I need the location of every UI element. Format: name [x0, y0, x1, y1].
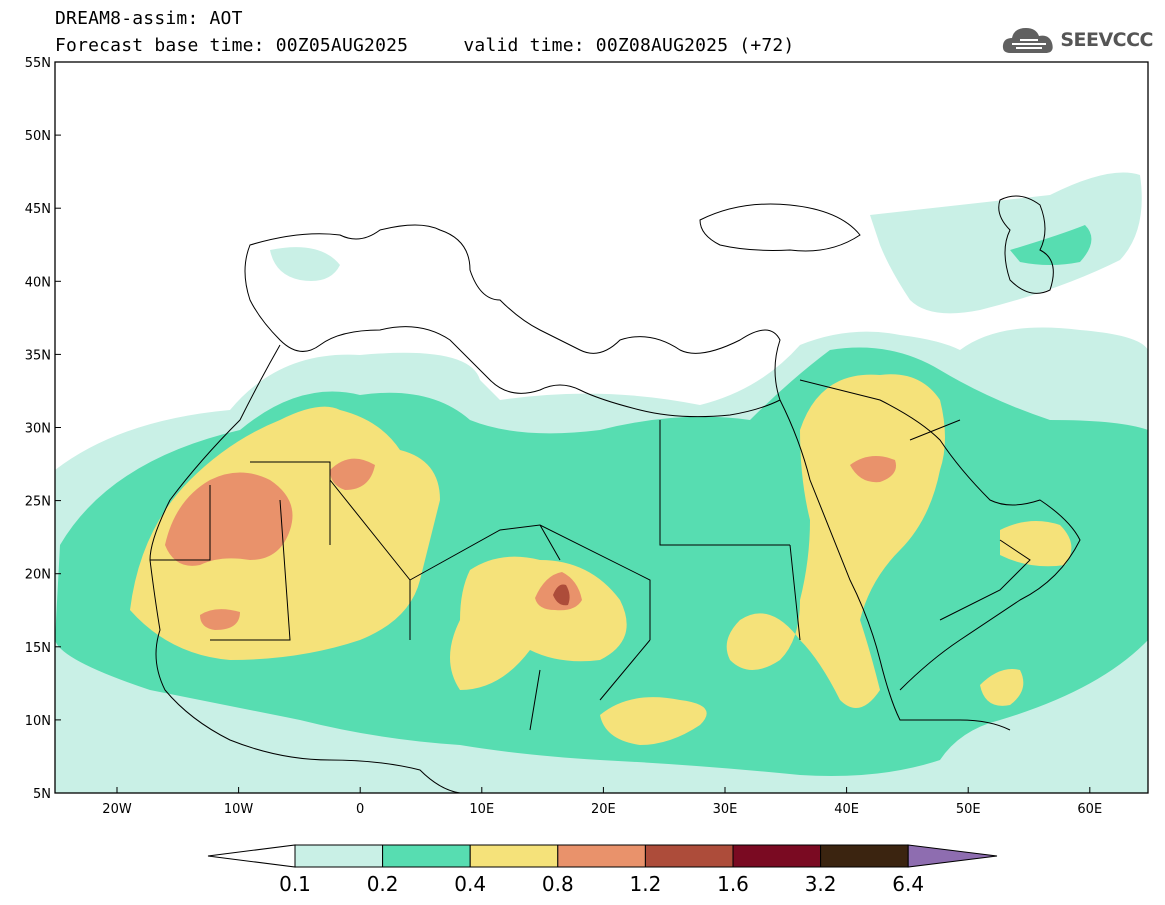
map-title: DREAM8-assim: AOT [55, 8, 243, 29]
lon-label: 60E [1077, 802, 1102, 817]
seevccc-logo: SEEVCCC [1002, 22, 1153, 58]
colorbar-label: 6.4 [892, 872, 924, 896]
aot-contour-0-8-mali [200, 609, 240, 630]
lon-label: 20W [102, 802, 132, 817]
aot-contour-0-4-oman [1000, 521, 1072, 567]
colorbar-label: 3.2 [805, 872, 837, 896]
coastline-red-sea [779, 399, 1011, 731]
colorbar-label: 0.1 [279, 872, 311, 896]
lon-label: 20E [591, 802, 616, 817]
aot-contour-0-8-arabia [850, 456, 896, 483]
lat-label: 25N [25, 495, 51, 510]
colorbar-swatch [382, 844, 471, 868]
aot-contour-0-4-central [450, 556, 627, 690]
colorbar-swatch [557, 844, 646, 868]
lat-label: 45N [25, 202, 51, 217]
coastlines-borders [149, 195, 1081, 793]
lat-label: 40N [25, 275, 51, 290]
lon-label: 40E [834, 802, 859, 817]
lon-label: 0 [356, 802, 364, 817]
colorbar-high-arrow [907, 844, 998, 868]
coastline-africa-west [149, 344, 461, 793]
colorbar-label: 1.2 [629, 872, 661, 896]
aot-contour-0-2-caspian [1010, 225, 1092, 265]
lon-label: 10W [224, 802, 254, 817]
aot-contour-0-4-arabia [726, 374, 945, 708]
lat-label: 35N [25, 348, 51, 363]
lon-label: 50E [956, 802, 981, 817]
colorbar-low-arrow [207, 844, 296, 868]
logo-text: SEEVCCC [1060, 29, 1153, 51]
lat-label: 55N [25, 56, 51, 71]
lon-label: 30E [713, 802, 738, 817]
colorbar: 0.1 0.2 0.4 0.8 1.2 1.6 3.2 6.4 [207, 844, 998, 896]
lat-label: 30N [25, 422, 51, 437]
border-lines [150, 419, 1031, 731]
colorbar-swatch [820, 844, 909, 868]
colorbar-label: 0.8 [542, 872, 574, 896]
longitude-axis: 20W 10W 0 10E 20E 30E 40E 50E 60E [102, 787, 1102, 817]
map-subtitle-times: Forecast base time: 00Z05AUG2025 valid t… [55, 35, 795, 56]
lat-label: 50N [25, 129, 51, 144]
aot-contour-1-2-chad [553, 584, 570, 606]
colorbar-swatch [644, 844, 734, 868]
coastline-black-sea [699, 203, 861, 252]
lat-label: 15N [25, 641, 51, 656]
colorbar-swatch [469, 844, 559, 868]
lon-label: 10E [469, 802, 494, 817]
cloud-logo-icon [1003, 28, 1054, 53]
latitude-axis: 55N 50N 45N 40N 35N 30N 25N 20N 15N 10N 5N [25, 56, 61, 802]
colorbar-label: 1.6 [717, 872, 749, 896]
aot-field [55, 172, 1148, 793]
colorbar-label: 0.4 [454, 872, 486, 896]
aot-contour-0-8-mauritania [165, 472, 293, 566]
lat-label: 10N [25, 714, 51, 729]
aot-contour-0-1-iberia [270, 247, 340, 281]
aot-contour-0-4-somalia [980, 669, 1024, 706]
coastline-caspian [998, 195, 1054, 294]
colorbar-swatch [294, 844, 384, 868]
coastline-arabia [799, 379, 1081, 691]
aot-contour-0-4-chad [600, 697, 707, 745]
lat-label: 20N [25, 568, 51, 583]
aot-contour-0-8-algeria [330, 458, 375, 490]
colorbar-swatch [732, 844, 822, 868]
coastline-north [244, 224, 781, 418]
colorbar-label: 0.2 [367, 872, 399, 896]
lat-label: 5N [33, 787, 51, 802]
